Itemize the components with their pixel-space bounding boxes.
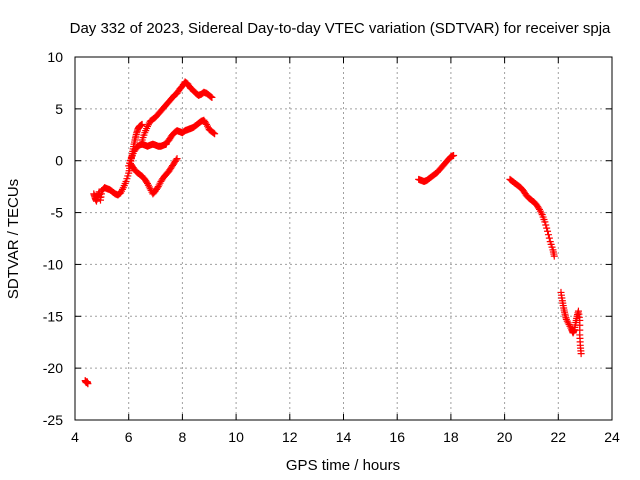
data-point [537,209,545,217]
x-tick-label: 22 [551,429,567,445]
data-point [173,155,181,163]
y-tick-label: -15 [43,308,63,324]
data-point [542,221,550,229]
y-tick-label: -20 [43,360,63,376]
x-tick-label: 20 [497,429,513,445]
data-point [172,156,180,164]
x-tick-label: 14 [336,429,352,445]
data-points [81,78,585,388]
data-point [550,252,558,260]
y-tick-label: 5 [55,101,63,117]
y-tick-label: -25 [43,412,63,428]
data-point [544,227,552,235]
y-tick-labels: -25 -20 -15 -10 -5 0 5 10 [43,49,63,428]
x-tick-label: 24 [604,429,620,445]
x-tick-label: 18 [443,429,459,445]
y-axis-label: SDTVAR / TECUs [5,179,22,299]
y-tick-label: 0 [55,153,63,169]
axis-ticks [74,56,613,421]
data-point [208,93,216,101]
x-tick-label: 8 [179,429,187,445]
x-tick-labels: 4 6 8 10 12 14 16 18 20 22 24 [71,429,620,445]
grid-lines [75,57,612,420]
data-point [207,93,215,101]
x-axis-label: GPS time / hours [286,457,400,474]
y-tick-label: -5 [51,205,64,221]
y-tick-label: -10 [43,256,63,272]
chart-title: Day 332 of 2023, Sidereal Day-to-day VTE… [70,20,611,37]
x-tick-label: 6 [125,429,133,445]
y-tick-label: 10 [47,49,63,65]
data-point [450,152,458,160]
x-tick-label: 12 [282,429,298,445]
x-tick-label: 10 [228,429,244,445]
data-point [211,130,219,138]
data-point [210,129,218,137]
data-point [544,231,552,239]
data-point [541,218,549,226]
data-point [543,224,551,232]
x-tick-label: 4 [71,429,79,445]
data-point [84,380,92,388]
data-point [577,350,585,358]
data-point [118,185,126,193]
data-point [138,120,146,128]
data-point [545,234,553,242]
x-tick-label: 16 [389,429,405,445]
